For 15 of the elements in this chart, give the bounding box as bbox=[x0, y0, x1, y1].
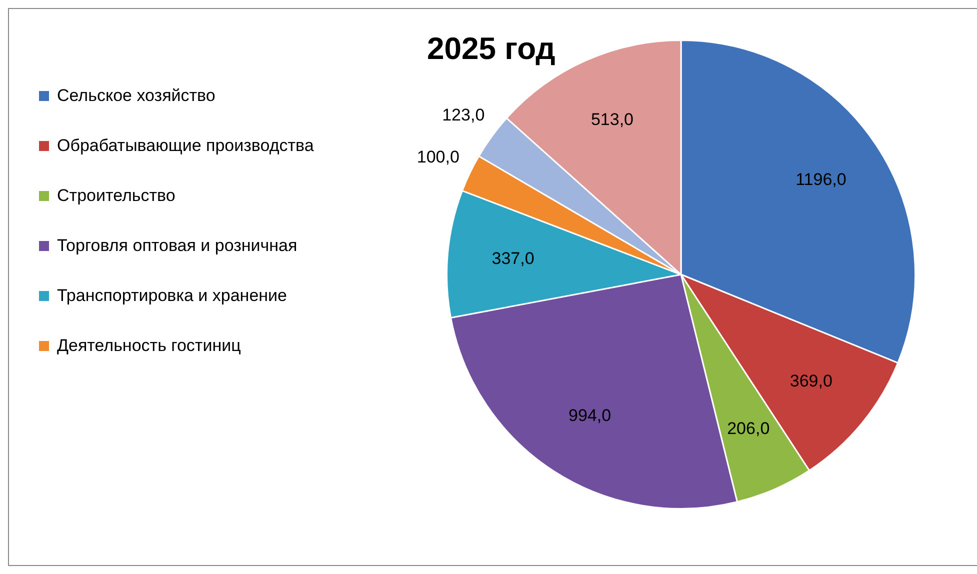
legend-label: Деятельность гостиниц bbox=[57, 336, 241, 356]
chart-title: 2025 год bbox=[427, 31, 556, 67]
legend-label: Торговля оптовая и розничная bbox=[57, 236, 298, 256]
data-label: 513,0 bbox=[590, 110, 634, 130]
data-label: 100,0 bbox=[416, 148, 460, 167]
data-label: 994,0 bbox=[568, 406, 612, 426]
data-label: 1196,0 bbox=[796, 170, 846, 190]
data-label: 123,0 bbox=[442, 105, 485, 124]
data-label: 206,0 bbox=[727, 418, 770, 438]
data-label: 337,0 bbox=[492, 249, 534, 268]
legend-label: Обрабатывающие производства bbox=[57, 136, 314, 156]
legend-label: Сельское хозяйство bbox=[57, 86, 216, 106]
legend-label: Строительство bbox=[57, 186, 176, 206]
data-label: 369,0 bbox=[790, 371, 832, 390]
legend-label: Транспортировка и хранение bbox=[57, 286, 287, 306]
